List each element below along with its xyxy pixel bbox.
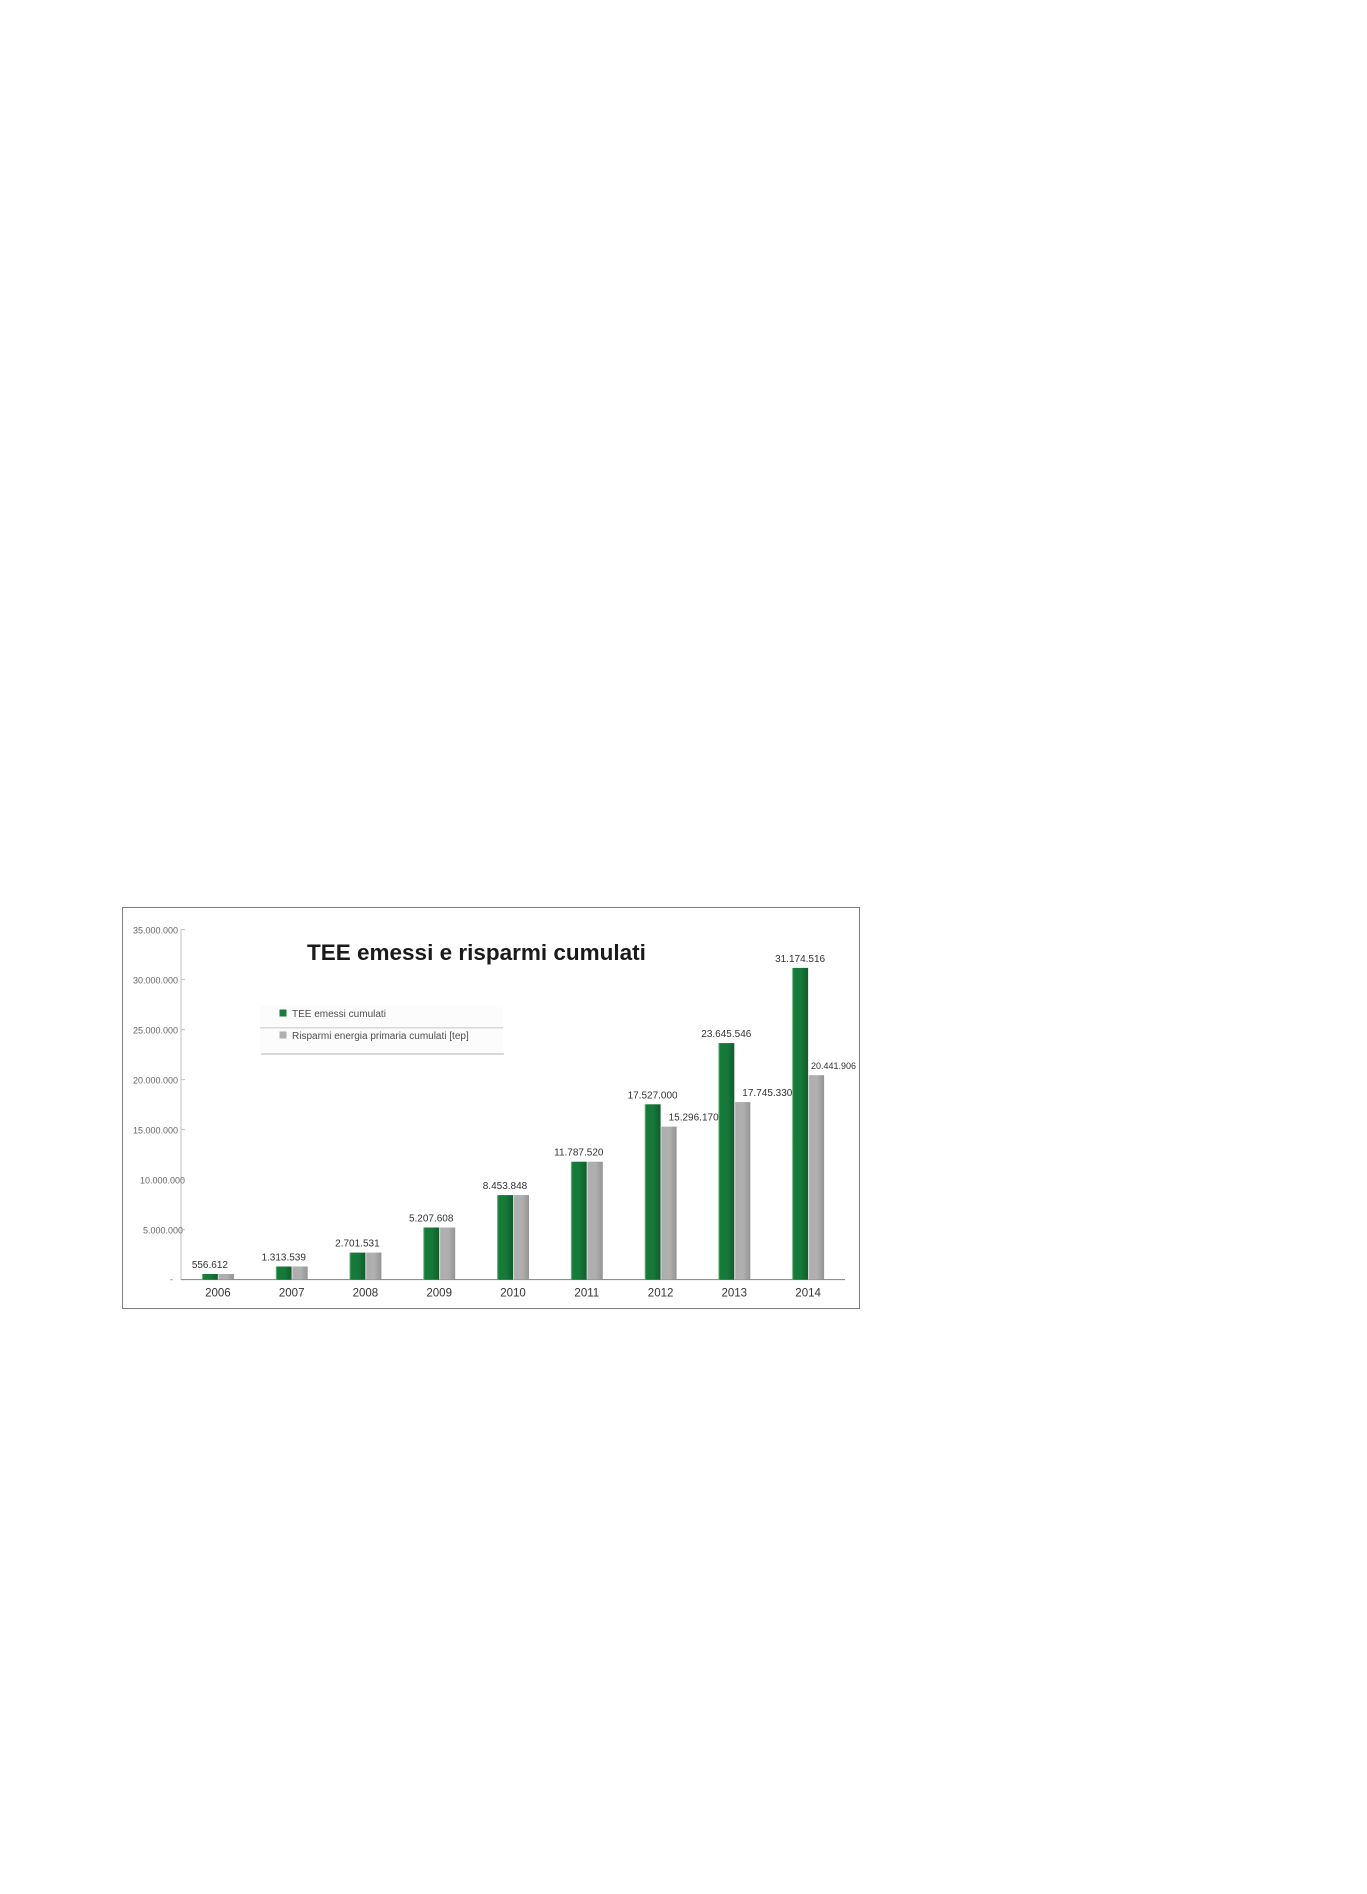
svg-text:20.441.906: 20.441.906 bbox=[811, 1061, 856, 1071]
svg-text:2010: 2010 bbox=[500, 1288, 526, 1300]
svg-text:2013: 2013 bbox=[722, 1288, 748, 1300]
svg-text:8.453.848: 8.453.848 bbox=[483, 1181, 528, 1192]
svg-text:20.000.000: 20.000.000 bbox=[133, 1076, 178, 1086]
svg-text:-: - bbox=[170, 1275, 173, 1285]
svg-text:556.612: 556.612 bbox=[192, 1260, 229, 1271]
svg-text:2008: 2008 bbox=[353, 1288, 379, 1300]
svg-text:TEE emessi cumulati: TEE emessi cumulati bbox=[292, 1009, 386, 1020]
svg-text:11.787.520: 11.787.520 bbox=[554, 1148, 604, 1159]
svg-text:TEE emessi e risparmi cumulati: TEE emessi e risparmi cumulati bbox=[307, 940, 646, 965]
svg-text:2006: 2006 bbox=[205, 1288, 231, 1300]
svg-text:17.527.000: 17.527.000 bbox=[628, 1090, 678, 1101]
svg-text:2011: 2011 bbox=[574, 1288, 599, 1300]
svg-text:15.296.170: 15.296.170 bbox=[669, 1113, 719, 1124]
svg-text:2007: 2007 bbox=[279, 1288, 305, 1300]
svg-text:1.313.539: 1.313.539 bbox=[261, 1253, 306, 1264]
svg-text:17.745.330: 17.745.330 bbox=[742, 1088, 792, 1099]
svg-text:23.645.546: 23.645.546 bbox=[701, 1029, 751, 1040]
svg-text:30.000.000: 30.000.000 bbox=[133, 976, 178, 986]
svg-text:2014: 2014 bbox=[795, 1288, 821, 1300]
svg-text:Risparmi energia primaria cumu: Risparmi energia primaria cumulati [tep] bbox=[292, 1031, 469, 1042]
svg-text:25.000.000: 25.000.000 bbox=[133, 1026, 178, 1036]
svg-text:5.000.000: 5.000.000 bbox=[143, 1226, 183, 1236]
svg-text:31.174.516: 31.174.516 bbox=[775, 954, 825, 965]
svg-text:5.207.608: 5.207.608 bbox=[409, 1214, 454, 1225]
svg-text:2009: 2009 bbox=[426, 1288, 452, 1300]
svg-text:2012: 2012 bbox=[648, 1288, 674, 1300]
svg-text:35.000.000: 35.000.000 bbox=[133, 926, 178, 936]
svg-text:15.000.000: 15.000.000 bbox=[133, 1126, 178, 1136]
svg-text:10.000.000: 10.000.000 bbox=[140, 1176, 185, 1186]
svg-text:2.701.531: 2.701.531 bbox=[335, 1239, 380, 1250]
